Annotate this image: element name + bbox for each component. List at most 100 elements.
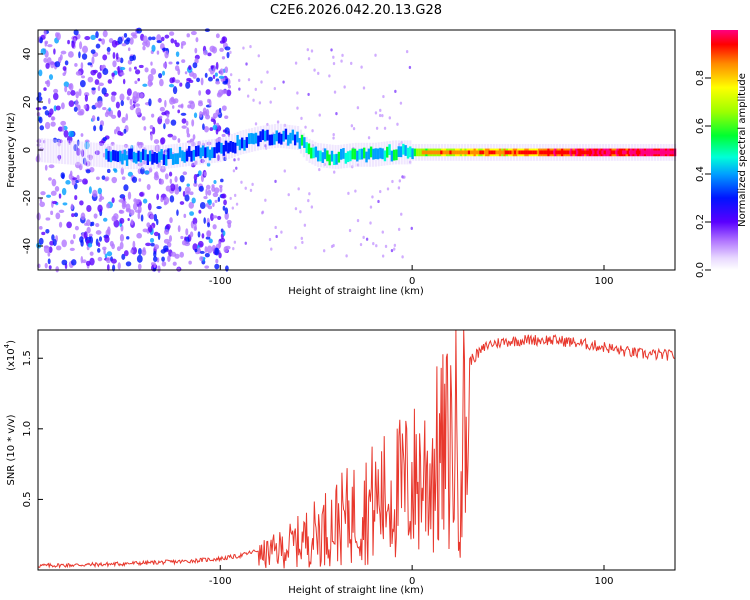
spectrogram-core-cell bbox=[502, 150, 505, 155]
spectrogram-noise-cell bbox=[213, 180, 217, 184]
snr-x-tick-label: -100 bbox=[209, 576, 232, 587]
spectrogram-noise-cell bbox=[264, 198, 267, 202]
spectrogram-noise-cell bbox=[213, 119, 216, 125]
spectrogram-trace-cell bbox=[213, 147, 216, 158]
spectrogram-noise-cell bbox=[64, 85, 68, 93]
spectrogram-noise-cell bbox=[90, 49, 96, 54]
spectrogram-noise-cell bbox=[133, 198, 137, 203]
spectrogram-noise-cell bbox=[190, 30, 197, 36]
spectrogram-trace-cell bbox=[316, 150, 320, 162]
spectrogram-trace-cell bbox=[390, 150, 394, 162]
spectrogram-halo-cell bbox=[86, 142, 90, 167]
spectrogram-noise-cell bbox=[101, 175, 106, 180]
spectrogram-noise-cell bbox=[204, 253, 210, 258]
spectrogram-noise-cell bbox=[186, 33, 190, 38]
spectrogram-noise-cell bbox=[156, 50, 160, 55]
spectrogram-noise-cell bbox=[45, 217, 51, 221]
spectrogram-core-cell bbox=[536, 150, 540, 155]
spectrogram-noise-cell bbox=[35, 107, 42, 111]
spectrogram-noise-cell bbox=[105, 176, 110, 181]
spectrogram-noise-cell bbox=[235, 166, 238, 170]
spectrogram-noise-cell bbox=[71, 40, 75, 49]
spectrogram-noise-cell bbox=[87, 76, 94, 83]
spectrogram-noise-cell bbox=[217, 196, 221, 203]
spectrogram-noise-cell bbox=[94, 102, 99, 108]
spectrogram-noise-cell bbox=[129, 98, 133, 106]
spectrogram-noise-cell bbox=[102, 246, 107, 251]
spectrogram-noise-cell bbox=[111, 91, 117, 96]
spectrogram-noise-cell bbox=[120, 72, 125, 76]
spectrogram-noise-cell bbox=[188, 100, 195, 105]
spectrogram-noise-cell bbox=[125, 113, 129, 121]
spectrogram-noise-cell bbox=[219, 47, 224, 52]
spectrogram-noise-cell bbox=[37, 92, 42, 97]
spectrogram-noise-cell bbox=[266, 70, 269, 74]
spectrogram-y-tick-label: 0 bbox=[22, 147, 33, 153]
spectrogram-trace-cell bbox=[229, 141, 232, 152]
spectrogram-core-cell bbox=[497, 150, 501, 155]
spectrogram-trace-cell bbox=[208, 149, 212, 161]
spectrogram-trace-cell bbox=[346, 151, 350, 163]
spectrogram-noise-cell bbox=[67, 39, 70, 45]
spectrogram-core-cell bbox=[592, 150, 595, 155]
spectrogram-noise-cell bbox=[74, 195, 78, 201]
spectrogram-noise-cell bbox=[397, 186, 401, 190]
spectrogram-noise-cell bbox=[227, 84, 231, 89]
spectrogram-core-cell bbox=[619, 150, 623, 155]
spectrogram-noise-cell bbox=[121, 176, 126, 180]
spectrogram-noise-cell bbox=[71, 179, 76, 186]
spectrogram-noise-cell bbox=[199, 201, 206, 210]
spectrogram-noise-cell bbox=[56, 32, 61, 41]
spectrogram-noise-cell bbox=[164, 173, 169, 180]
spectrogram-core-cell bbox=[564, 150, 567, 155]
spectrogram-core-cell bbox=[472, 150, 475, 155]
spectrogram-noise-cell bbox=[398, 179, 402, 183]
spectrogram-noise-cell bbox=[77, 104, 81, 111]
spectrogram-noise-cell bbox=[201, 233, 205, 239]
colorbar-tick-label: 0.8 bbox=[695, 70, 706, 86]
colorbar-tick-label: 0.4 bbox=[695, 166, 706, 182]
spectrogram-trace-cell bbox=[151, 153, 154, 165]
spectrogram-trace-cell bbox=[344, 152, 348, 164]
spectrogram-trace-cell bbox=[238, 139, 242, 151]
spectrogram-noise-cell bbox=[87, 242, 93, 248]
spectrogram-trace-cell bbox=[411, 148, 414, 160]
spectrogram-noise-cell bbox=[118, 199, 124, 203]
spectrogram-core-cell bbox=[490, 150, 494, 155]
spectrogram-noise-cell bbox=[107, 226, 111, 235]
spectrogram-noise-cell bbox=[322, 249, 326, 253]
spectrogram-noise-cell bbox=[134, 80, 138, 85]
spectrogram-noise-cell bbox=[171, 135, 177, 141]
spectrogram-noise-cell bbox=[75, 99, 79, 108]
spectrogram-core-cell bbox=[575, 150, 579, 155]
spectrogram-noise-cell bbox=[249, 188, 253, 192]
spectrogram-noise-cell bbox=[49, 108, 54, 115]
spectrogram-noise-cell bbox=[91, 115, 96, 122]
spectrogram-core-cell bbox=[645, 150, 648, 155]
spectrogram-noise-cell bbox=[119, 66, 126, 71]
spectrogram-noise-cell bbox=[332, 136, 335, 140]
spectrogram-noise-cell bbox=[147, 73, 154, 82]
spectrogram-y-ticks: -40 -20 0 20 40 bbox=[22, 48, 43, 254]
snr-series-line bbox=[37, 329, 675, 569]
spectrogram-noise-cell bbox=[169, 195, 175, 203]
spectrogram-noise-cell bbox=[354, 189, 357, 193]
spectrogram-noise-cell bbox=[189, 211, 195, 216]
spectrogram-noise-cell bbox=[212, 215, 218, 219]
spectrogram-halo-cell bbox=[69, 140, 72, 165]
spectrogram-noise-cell bbox=[224, 115, 229, 120]
spectrogram-noise-cell bbox=[83, 231, 88, 239]
spectrogram-noise-cell bbox=[115, 52, 119, 60]
spectrogram-noise-cell bbox=[203, 195, 208, 200]
spectrogram-noise-cell bbox=[345, 254, 348, 258]
spectrogram-noise-cell bbox=[80, 212, 86, 221]
spectrogram-core-cell bbox=[495, 150, 498, 155]
spectrogram-trace-cell bbox=[125, 155, 129, 166]
spectrogram-trace-cell bbox=[169, 148, 173, 160]
spectrogram-core-cell bbox=[668, 150, 671, 155]
spectrogram-noise-cell bbox=[306, 48, 310, 52]
spectrogram-noise-cell bbox=[332, 132, 335, 137]
spectrogram-core-cell bbox=[587, 150, 590, 155]
spectrogram-core-cell bbox=[474, 150, 478, 155]
spectrogram-noise-cell bbox=[86, 219, 91, 227]
